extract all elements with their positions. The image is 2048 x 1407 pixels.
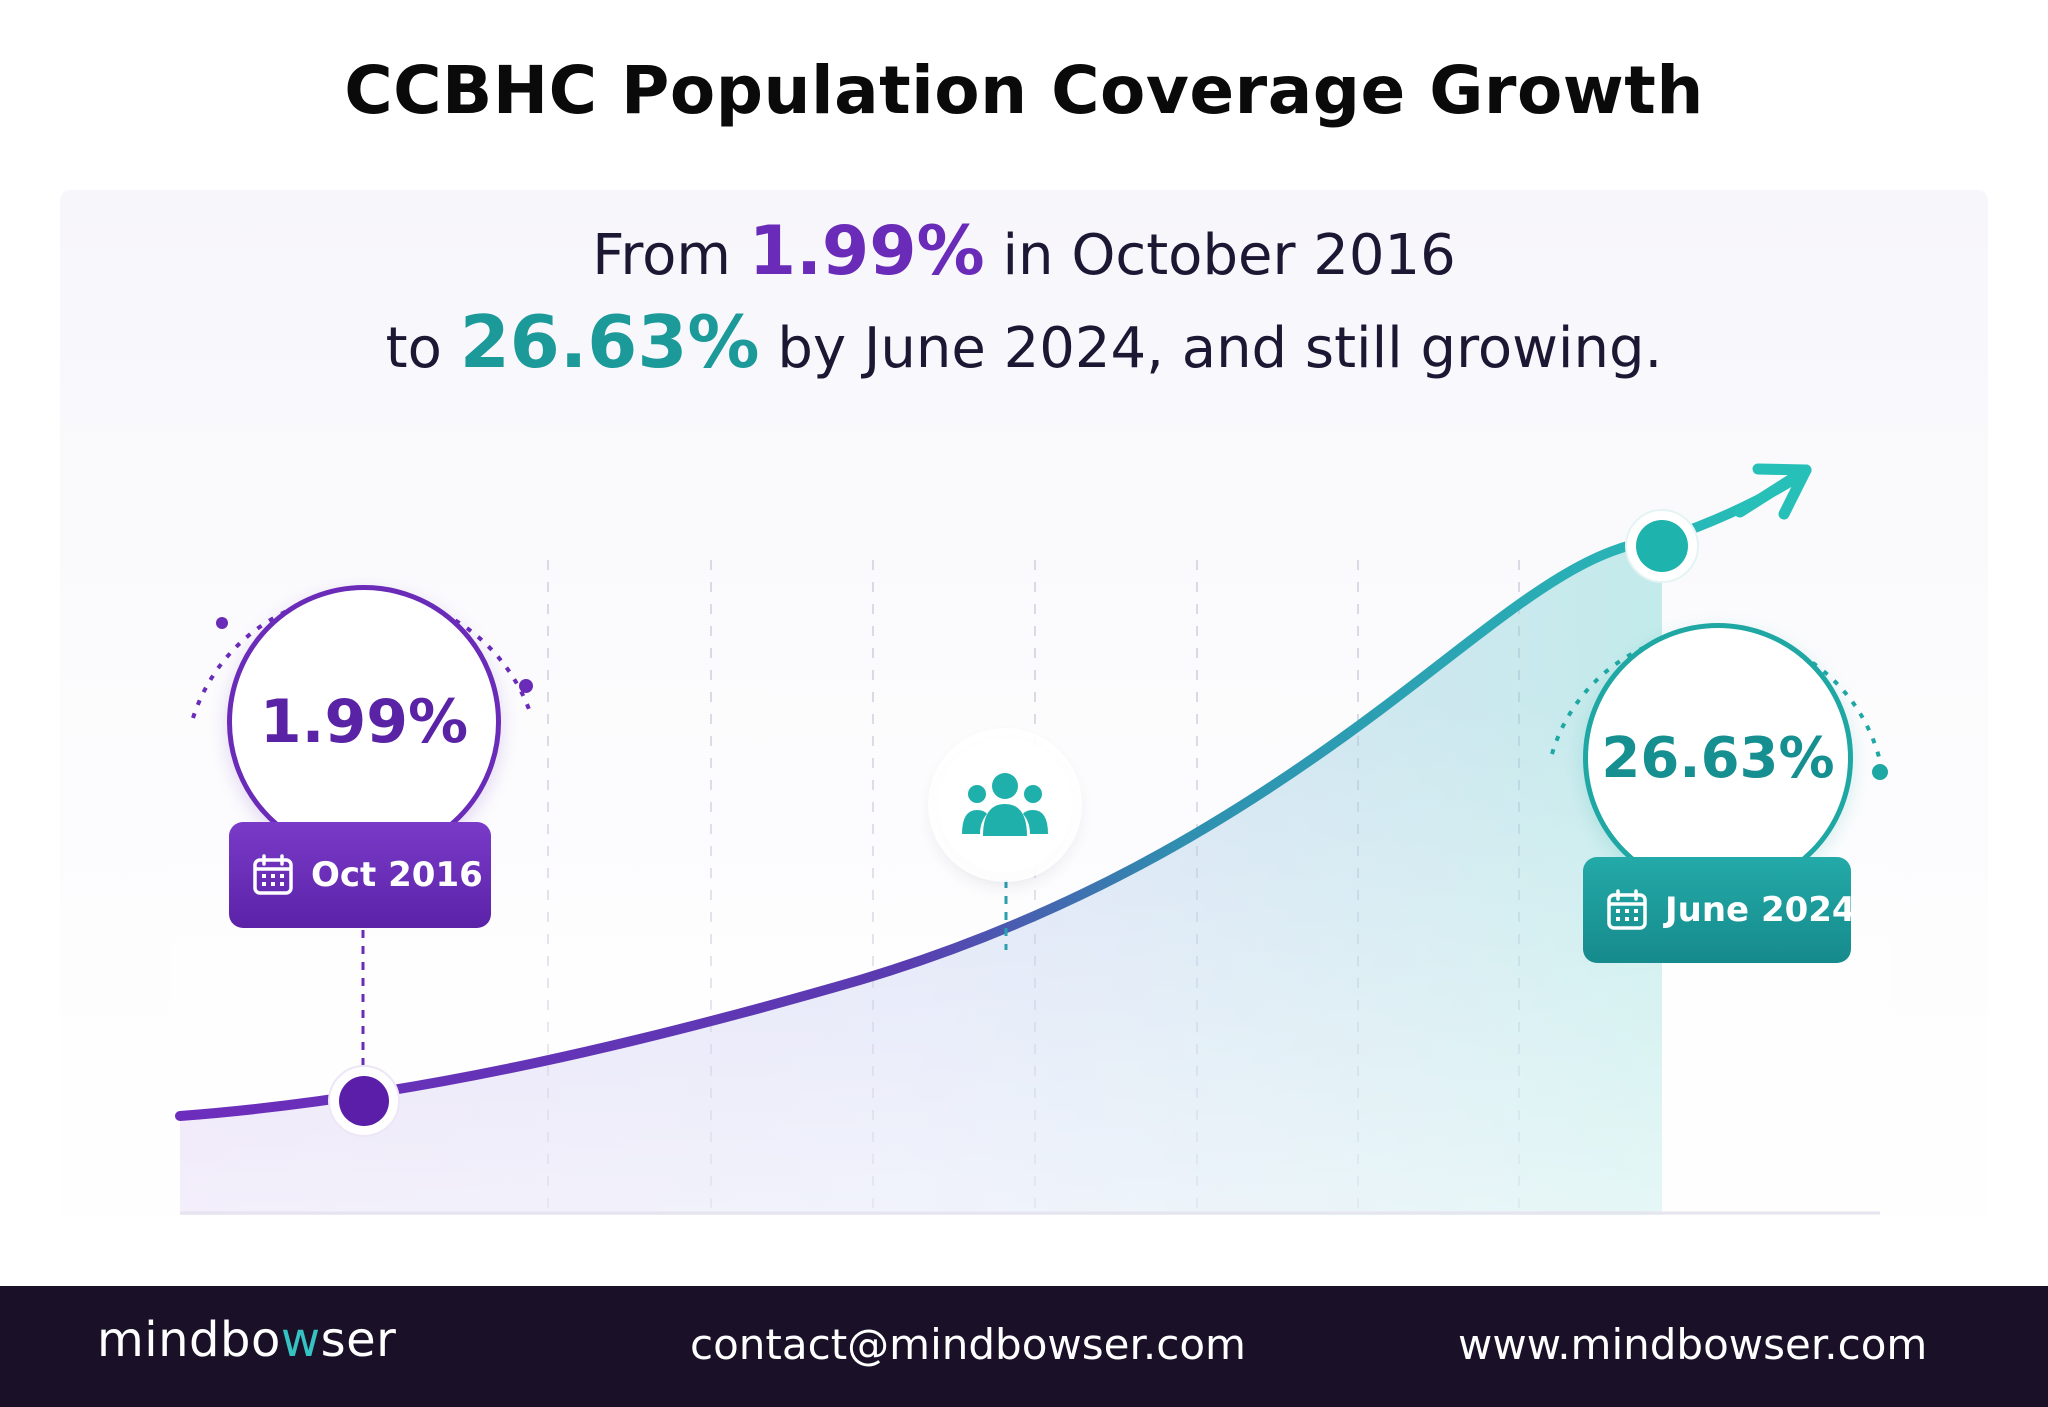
headline-from-text: From [592, 223, 731, 288]
calendar-icon [1607, 889, 1647, 930]
start-date-badge: Oct 2016 [229, 822, 491, 928]
headline-start-value: 1.99% [748, 212, 985, 291]
end-arc-dot [1872, 764, 1888, 780]
start-value-label: 1.99% [259, 687, 469, 757]
people-bubble [938, 738, 1072, 872]
calendar-icon [253, 854, 293, 895]
headline-line-1: From 1.99% in October 2016 [0, 212, 2048, 291]
start-point-dot [339, 1076, 389, 1126]
end-date-label: June 2024 [1665, 890, 1856, 930]
headline-end-date-text: by June 2024, and still growing. [777, 316, 1663, 381]
end-date-badge: June 2024 [1583, 857, 1856, 963]
page-title: CCBHC Population Coverage Growth [344, 52, 1704, 129]
end-point-dot [1636, 520, 1688, 572]
headline-line-2: to 26.63% by June 2024, and still growin… [0, 300, 2048, 384]
headline-start-date-text: in October 2016 [1002, 223, 1456, 288]
start-value-bubble: 1.99% [227, 585, 501, 859]
arrow-up-right-icon [1734, 463, 1812, 520]
contact-email-link[interactable]: contact@mindbowser.com [690, 1320, 1246, 1369]
start-arc-dot-left [216, 617, 228, 629]
brand-logo[interactable]: mindbowser [97, 1312, 397, 1368]
footer-bar: mindbowser contact@mindbowser.com www.mi… [0, 1286, 2048, 1407]
start-arc-dot-right [519, 679, 533, 693]
end-value-label: 26.63% [1601, 725, 1835, 791]
end-value-bubble: 26.63% [1583, 623, 1853, 893]
headline-end-value: 26.63% [459, 300, 760, 384]
start-date-label: Oct 2016 [311, 855, 483, 895]
people-icon [962, 773, 1048, 836]
headline-to-text: to [385, 316, 442, 381]
website-link[interactable]: www.mindbowser.com [1458, 1320, 1928, 1369]
